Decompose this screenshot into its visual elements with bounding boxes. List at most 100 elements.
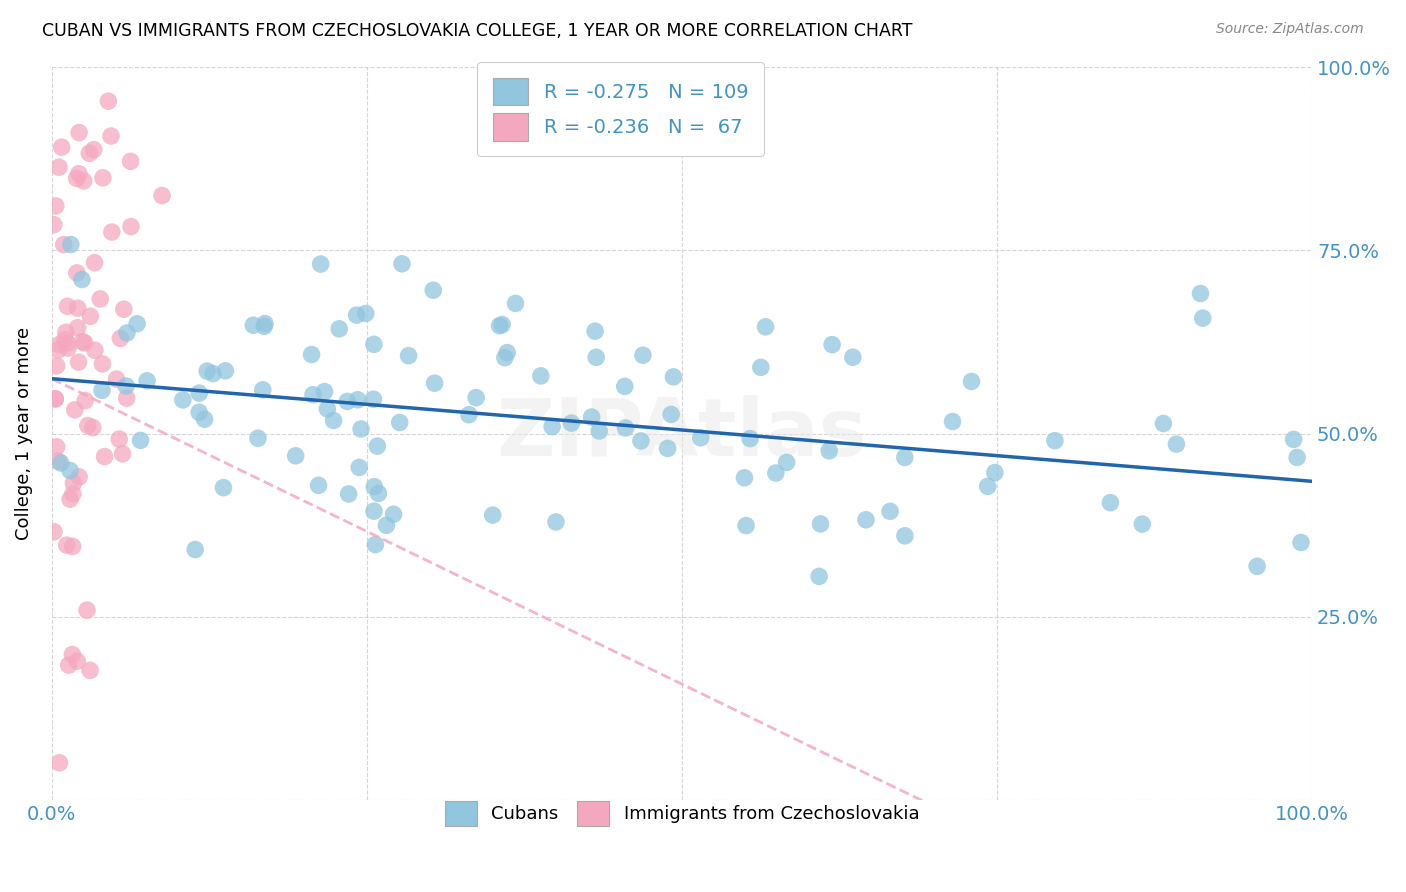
Point [1152, 417, 1174, 431]
Point [465, 391, 488, 405]
Point [530, 368, 553, 383]
Point [350, 422, 373, 436]
Legend: Cubans, Immigrants from Czechoslovakia: Cubans, Immigrants from Czechoslovakia [436, 791, 928, 835]
Point [52, 237, 75, 252]
Point [984, 466, 1007, 480]
Point [48, 160, 70, 174]
Point [49, 456, 72, 470]
Point [56, 336, 79, 351]
Point [422, 283, 444, 297]
Point [45, 440, 67, 454]
Point [631, 348, 654, 362]
Point [894, 450, 917, 465]
Point [328, 322, 350, 336]
Point [44, 392, 66, 406]
Point [346, 392, 368, 407]
Point [59, 464, 82, 478]
Point [302, 388, 325, 402]
Point [252, 383, 274, 397]
Point [53, 333, 76, 347]
Point [363, 480, 385, 494]
Point [70, 272, 93, 286]
Point [193, 412, 215, 426]
Point [314, 384, 336, 399]
Point [1191, 311, 1213, 326]
Point [560, 416, 582, 430]
Point [1043, 434, 1066, 448]
Point [105, 372, 128, 386]
Point [112, 45, 135, 60]
Point [97, 94, 120, 108]
Point [488, 318, 510, 333]
Point [136, 374, 159, 388]
Point [821, 337, 844, 351]
Point [855, 513, 877, 527]
Point [246, 431, 269, 445]
Point [583, 324, 606, 338]
Point [62, 540, 84, 554]
Point [202, 367, 225, 381]
Point [73, 174, 96, 188]
Point [115, 326, 138, 340]
Point [63, 402, 86, 417]
Text: CUBAN VS IMMIGRANTS FROM CZECHOSLOVAKIA COLLEGE, 1 YEAR OR MORE CORRELATION CHAR: CUBAN VS IMMIGRANTS FROM CZECHOSLOVAKIA … [42, 22, 912, 40]
Point [58, 658, 80, 673]
Point [59, 237, 82, 252]
Point [56, 341, 79, 355]
Point [659, 408, 682, 422]
Point [66, 320, 89, 334]
Point [960, 375, 983, 389]
Point [242, 318, 264, 333]
Point [73, 335, 96, 350]
Point [188, 405, 211, 419]
Point [808, 569, 831, 583]
Point [364, 538, 387, 552]
Point [585, 351, 607, 365]
Point [1099, 495, 1122, 509]
Point [62, 487, 84, 501]
Point [150, 188, 173, 202]
Point [253, 317, 276, 331]
Point [879, 504, 901, 518]
Point [977, 479, 1000, 493]
Point [382, 508, 405, 522]
Text: ZIPAtlas: ZIPAtlas [496, 394, 868, 473]
Point [48, 343, 70, 357]
Point [72, 334, 94, 349]
Point [541, 419, 564, 434]
Point [89, 292, 111, 306]
Point [1130, 517, 1153, 532]
Point [316, 401, 339, 416]
Point [45, 199, 67, 213]
Point [56, 299, 79, 313]
Point [79, 664, 101, 678]
Point [1246, 559, 1268, 574]
Point [129, 434, 152, 448]
Point [423, 376, 446, 391]
Point [67, 126, 90, 140]
Point [45, 359, 67, 373]
Point [59, 492, 82, 507]
Point [127, 317, 149, 331]
Point [172, 392, 194, 407]
Point [346, 308, 368, 322]
Point [67, 470, 90, 484]
Point [347, 460, 370, 475]
Point [67, 167, 90, 181]
Y-axis label: College, 1 year or more: College, 1 year or more [15, 327, 32, 541]
Point [496, 345, 519, 359]
Point [810, 516, 832, 531]
Point [375, 518, 398, 533]
Point [195, 364, 218, 378]
Point [363, 337, 385, 351]
Point [83, 143, 105, 157]
Point [101, 225, 124, 239]
Point [1289, 535, 1312, 549]
Point [93, 450, 115, 464]
Point [79, 310, 101, 324]
Point [894, 529, 917, 543]
Point [309, 257, 332, 271]
Point [322, 413, 344, 427]
Point [66, 171, 89, 186]
Point [941, 415, 963, 429]
